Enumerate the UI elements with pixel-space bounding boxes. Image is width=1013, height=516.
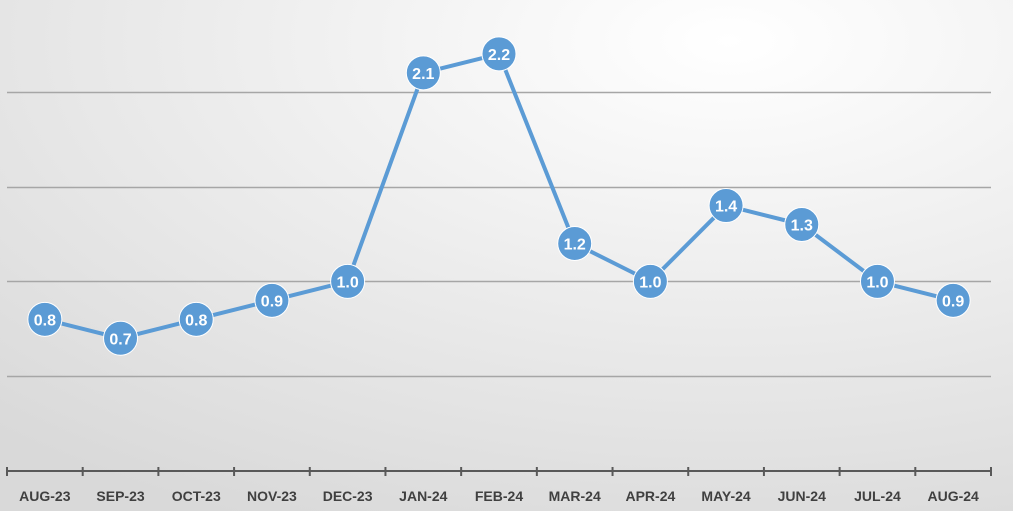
- data-point-marker: [330, 263, 366, 299]
- x-tick-label: FEB-24: [475, 488, 523, 504]
- data-label: 0.8: [185, 312, 207, 329]
- data-point-marker: [859, 263, 895, 299]
- x-tick-label: SEP-23: [96, 488, 144, 504]
- x-tick-label: AUG-23: [19, 488, 71, 504]
- data-point-marker: [784, 207, 820, 243]
- data-label: 2.1: [412, 66, 434, 83]
- data-point-marker: [935, 282, 971, 318]
- data-label: 1.4: [715, 199, 737, 216]
- x-tick-label: MAY-24: [701, 488, 751, 504]
- x-tick-label: APR-24: [625, 488, 675, 504]
- x-tick-label: NOV-23: [247, 488, 297, 504]
- data-point-marker: [103, 320, 139, 356]
- data-point-marker: [254, 282, 290, 318]
- x-tick-label: AUG-24: [927, 488, 979, 504]
- x-tick-label: JUN-24: [778, 488, 826, 504]
- data-point-marker: [708, 188, 744, 224]
- x-tick-label: MAR-24: [549, 488, 601, 504]
- data-point-marker: [405, 55, 441, 91]
- x-tick-label: OCT-23: [172, 488, 221, 504]
- data-point-marker: [481, 36, 517, 72]
- x-axis: AUG-23 SEP-23 OCT-23 NOV-23 DEC-23 JAN-24 FEB-…: [6, 467, 992, 504]
- data-label: 1.0: [639, 274, 661, 291]
- data-label: 1.0: [336, 274, 358, 291]
- data-label: 1.3: [791, 218, 813, 235]
- x-tick-label: JUL-24: [854, 488, 901, 504]
- data-label: 0.8: [34, 312, 56, 329]
- gridlines: [7, 91, 991, 378]
- data-label: 0.9: [261, 293, 283, 310]
- markers-layer: 0.8 0.7 0.8 0.9 1.0 2.1 2.2 1.2 1.0 1.4 1.3 1.0 0.9: [27, 36, 971, 356]
- data-point-marker: [27, 301, 63, 337]
- data-label: 2.2: [488, 47, 510, 64]
- data-point-marker: [557, 225, 593, 261]
- data-point-marker: [632, 263, 668, 299]
- data-label: 1.2: [564, 236, 586, 253]
- data-label: 0.9: [942, 293, 964, 310]
- x-tick-label: JAN-24: [399, 488, 447, 504]
- x-tick-label: DEC-23: [323, 488, 373, 504]
- data-label: 0.7: [109, 331, 131, 348]
- data-point-marker: [178, 301, 214, 337]
- data-label: 1.0: [866, 274, 888, 291]
